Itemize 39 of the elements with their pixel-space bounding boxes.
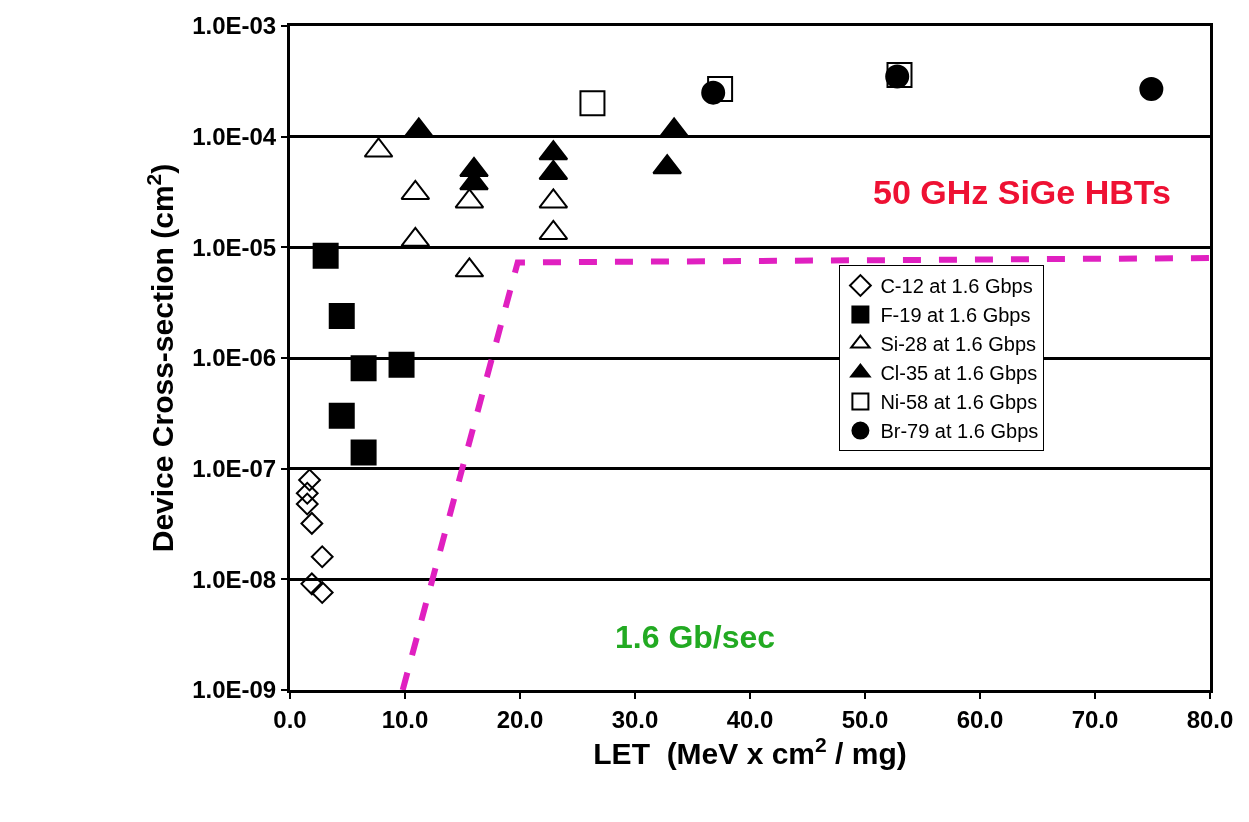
point (310, 581, 334, 604)
point (312, 242, 339, 269)
point (659, 117, 689, 138)
y-tick-label: 1.0E-05 (192, 233, 277, 261)
point (350, 355, 377, 382)
annotation: 1.6 Gb/sec (615, 619, 776, 655)
point (350, 439, 377, 466)
legend-label: F-19 at 1.6 Gbps (880, 304, 1031, 327)
x-tick-label: 60.0 (956, 705, 1004, 733)
x-tick-label: 50.0 (841, 705, 889, 733)
y-tick-label: 1.0E-07 (192, 455, 277, 483)
x-tick-label: 30.0 (611, 705, 659, 733)
y-tick-label: 1.0E-09 (192, 676, 277, 704)
point (328, 302, 355, 329)
x-tick-label: 10.0 (381, 705, 429, 733)
legend-label: Si-28 at 1.6 Gbps (880, 333, 1037, 356)
x-tick-label: 80.0 (1186, 705, 1234, 733)
point (310, 545, 334, 569)
x-tick-label: 70.0 (1071, 705, 1119, 733)
point (295, 481, 319, 505)
x-tick-label: 20.0 (496, 705, 544, 733)
point (295, 492, 319, 516)
legend-label: Br-79 at 1.6 Gbps (880, 420, 1039, 443)
y-tick-label: 1.0E-08 (192, 565, 277, 593)
legend-label: C-12 at 1.6 Gbps (880, 275, 1033, 298)
y-tick-label: 1.0E-03 (192, 12, 277, 40)
point (300, 572, 324, 596)
x-tick-label: 0.0 (273, 705, 307, 733)
x-axis-title: LET (MeV x cm$^{2}$ / mg) (593, 732, 907, 771)
legend-label: Cl-35 at 1.6 Gbps (880, 362, 1038, 385)
y-tick-label: 1.0E-04 (192, 123, 277, 151)
point (298, 468, 321, 492)
point (388, 351, 415, 378)
x-tick-label: 40.0 (726, 705, 774, 733)
point (300, 512, 324, 535)
y-tick-label: 1.0E-06 (192, 344, 277, 372)
point (328, 402, 355, 429)
annotation: 50 GHz SiGe HBTs (873, 173, 1171, 211)
legend-label: Ni-58 at 1.6 Gbps (880, 391, 1038, 414)
